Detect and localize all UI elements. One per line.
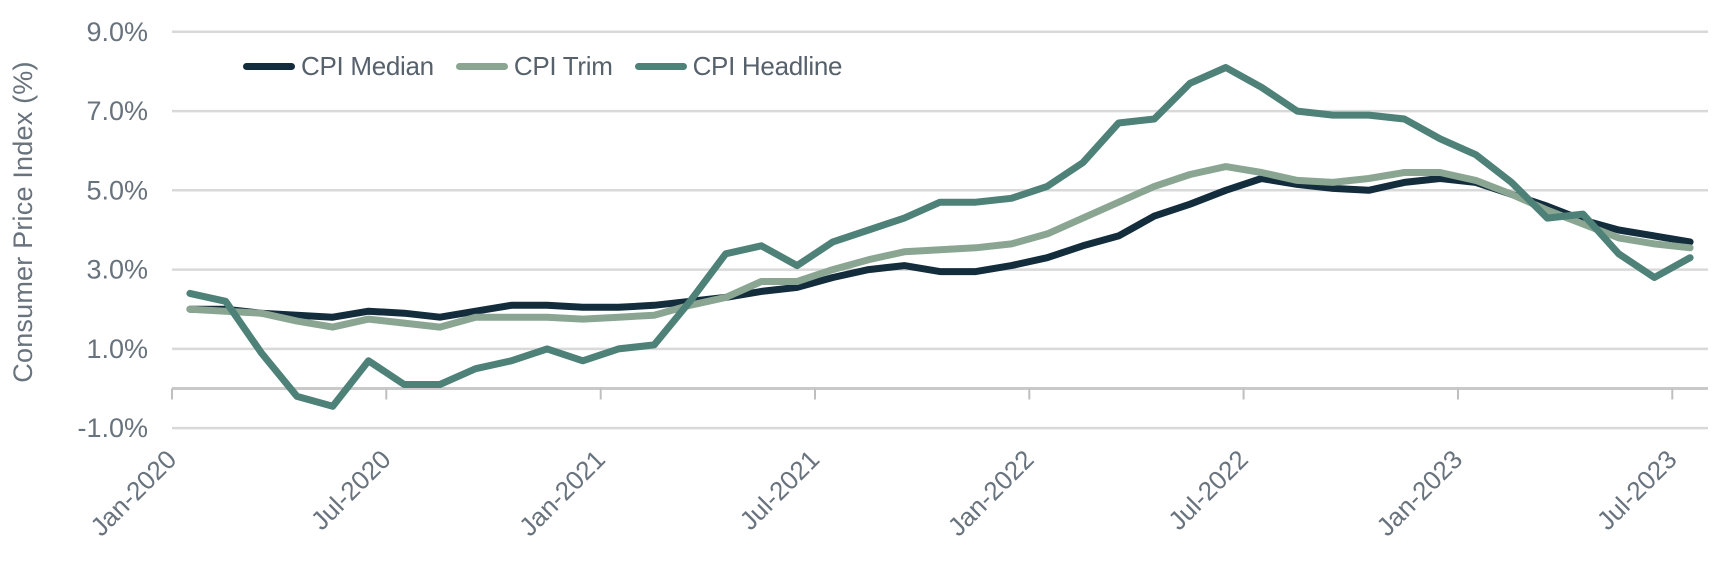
x-tick-label: Jan-2022 bbox=[942, 444, 1040, 542]
x-tick-label: Jan-2023 bbox=[1370, 444, 1468, 542]
y-tick-label: 7.0% bbox=[86, 96, 148, 126]
legend-item-cpi-median: CPI Median bbox=[243, 53, 434, 79]
x-tick-label: Jan-2021 bbox=[513, 444, 611, 542]
legend-swatch-cpi-headline bbox=[634, 62, 687, 70]
y-tick-label: 3.0% bbox=[86, 255, 148, 285]
x-tick-label: Jul-2020 bbox=[305, 444, 397, 536]
y-tick-label: 9.0% bbox=[86, 17, 148, 47]
legend-label-cpi-trim: CPI Trim bbox=[513, 51, 613, 81]
legend-label-cpi-median: CPI Median bbox=[301, 51, 434, 81]
legend-swatch-cpi-median bbox=[243, 62, 295, 70]
legend-item-cpi-headline: CPI Headline bbox=[634, 51, 843, 81]
y-tick-label: -1.0% bbox=[77, 413, 148, 443]
x-tick-label: Jul-2022 bbox=[1162, 444, 1254, 536]
series-line-cpi-trim bbox=[186, 163, 1694, 331]
series-line-cpi-median bbox=[186, 175, 1694, 321]
x-tick-label: Jul-2021 bbox=[734, 444, 826, 536]
y-tick-label: 1.0% bbox=[86, 334, 148, 364]
legend-label-cpi-headline: CPI Headline bbox=[692, 51, 843, 81]
legend-swatch-cpi-trim bbox=[455, 62, 508, 70]
legend-item-cpi-trim: CPI Trim bbox=[455, 51, 613, 81]
y-axis-title: Consumer Price Index (%) bbox=[8, 61, 38, 382]
chart-legend: CPI Median CPI Trim CPI Headline bbox=[243, 53, 842, 79]
y-tick-label: 5.0% bbox=[86, 175, 148, 205]
series-line-cpi-headline bbox=[186, 64, 1694, 410]
x-tick-label: Jan-2020 bbox=[84, 444, 182, 542]
x-tick-label: Jul-2023 bbox=[1591, 444, 1683, 536]
